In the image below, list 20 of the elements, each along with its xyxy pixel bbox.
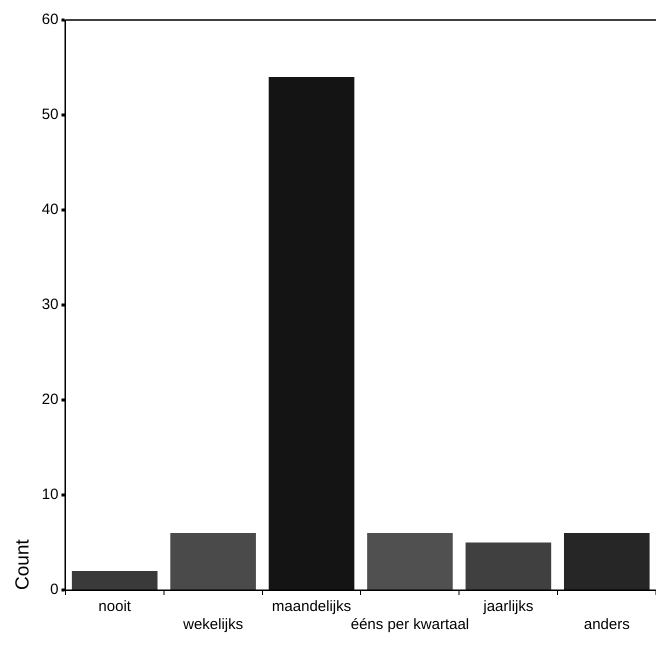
x-tick-label: anders xyxy=(584,616,630,634)
x-tick-label: jaarlijks xyxy=(482,598,534,616)
y-tick-label: 60 xyxy=(42,11,58,28)
bar xyxy=(367,533,453,590)
bar xyxy=(564,533,650,590)
y-tick-label: 50 xyxy=(42,106,58,124)
y-tick-label: 30 xyxy=(42,296,58,314)
bar xyxy=(72,571,158,590)
x-tick-label: wekelijks xyxy=(182,616,244,634)
bar xyxy=(466,542,552,590)
y-tick-label: 10 xyxy=(42,486,58,504)
bar xyxy=(170,533,256,590)
y-axis-title: Count xyxy=(12,538,34,590)
x-tick-label: ééns per kwartaal xyxy=(350,616,470,634)
y-tick-label: 20 xyxy=(42,391,58,408)
x-tick-label: maandelijks xyxy=(272,598,352,616)
x-tick-label: nooit xyxy=(98,598,132,616)
y-tick-label: 40 xyxy=(42,201,58,218)
bar xyxy=(268,77,354,590)
y-tick-label: 0 xyxy=(50,581,58,598)
